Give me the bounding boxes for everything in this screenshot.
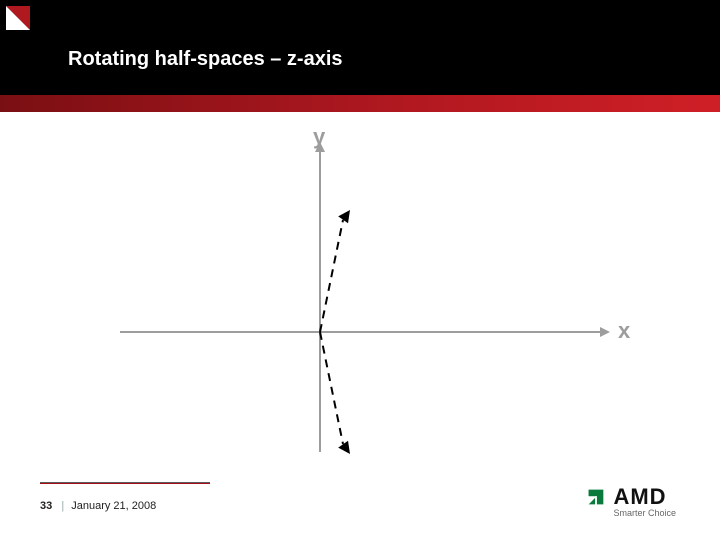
footer-left: 33 | January 21, 2008	[40, 500, 156, 512]
svg-text:x: x	[618, 318, 631, 343]
diagram-canvas: xy	[60, 122, 660, 472]
page-number: 33	[40, 500, 52, 512]
footer-separator: |	[61, 500, 64, 512]
brand-name: AMD	[613, 484, 666, 510]
slide-root: Rotating half-spaces – z-axis xy 33 | Ja…	[0, 0, 720, 540]
svg-text:y: y	[313, 124, 326, 149]
amd-mark-icon	[585, 486, 607, 508]
brand-tagline: Smarter Choice	[613, 508, 676, 518]
corner-logo-icon	[6, 6, 30, 30]
slide-title: Rotating half-spaces – z-axis	[68, 48, 343, 71]
footer-rule	[40, 482, 210, 484]
header-red-band	[0, 95, 720, 112]
brand-logo: AMD Smarter Choice	[585, 484, 676, 518]
footer-date: January 21, 2008	[71, 500, 156, 512]
